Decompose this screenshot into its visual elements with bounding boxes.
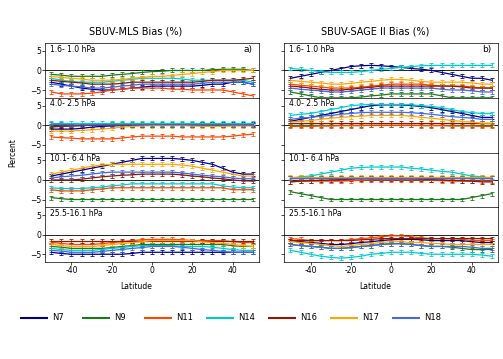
Text: a): a): [243, 45, 253, 54]
Text: 25.5-16.1 hPa: 25.5-16.1 hPa: [49, 209, 102, 218]
Text: N11: N11: [176, 313, 193, 322]
Text: b): b): [482, 45, 491, 54]
Text: N9: N9: [114, 313, 125, 322]
Text: 1.6- 1.0 hPa: 1.6- 1.0 hPa: [49, 45, 95, 54]
Text: SBUV-SAGE II Bias (%): SBUV-SAGE II Bias (%): [320, 26, 429, 36]
Text: 25.5-16.1 hPa: 25.5-16.1 hPa: [289, 209, 342, 218]
Text: Latitude: Latitude: [120, 282, 152, 291]
Text: Percent: Percent: [8, 138, 17, 167]
Text: N14: N14: [238, 313, 255, 322]
Text: N18: N18: [424, 313, 441, 322]
Text: SBUV-MLS Bias (%): SBUV-MLS Bias (%): [89, 26, 183, 36]
Text: 10.1- 6.4 hPa: 10.1- 6.4 hPa: [289, 154, 339, 163]
Text: N16: N16: [300, 313, 317, 322]
Text: N7: N7: [52, 313, 63, 322]
Text: N17: N17: [362, 313, 379, 322]
Text: 10.1- 6.4 hPa: 10.1- 6.4 hPa: [49, 154, 100, 163]
Text: 4.0- 2.5 hPa: 4.0- 2.5 hPa: [49, 99, 95, 108]
Text: Latitude: Latitude: [359, 282, 391, 291]
Text: 4.0- 2.5 hPa: 4.0- 2.5 hPa: [289, 99, 334, 108]
Text: 1.6- 1.0 hPa: 1.6- 1.0 hPa: [289, 45, 334, 54]
